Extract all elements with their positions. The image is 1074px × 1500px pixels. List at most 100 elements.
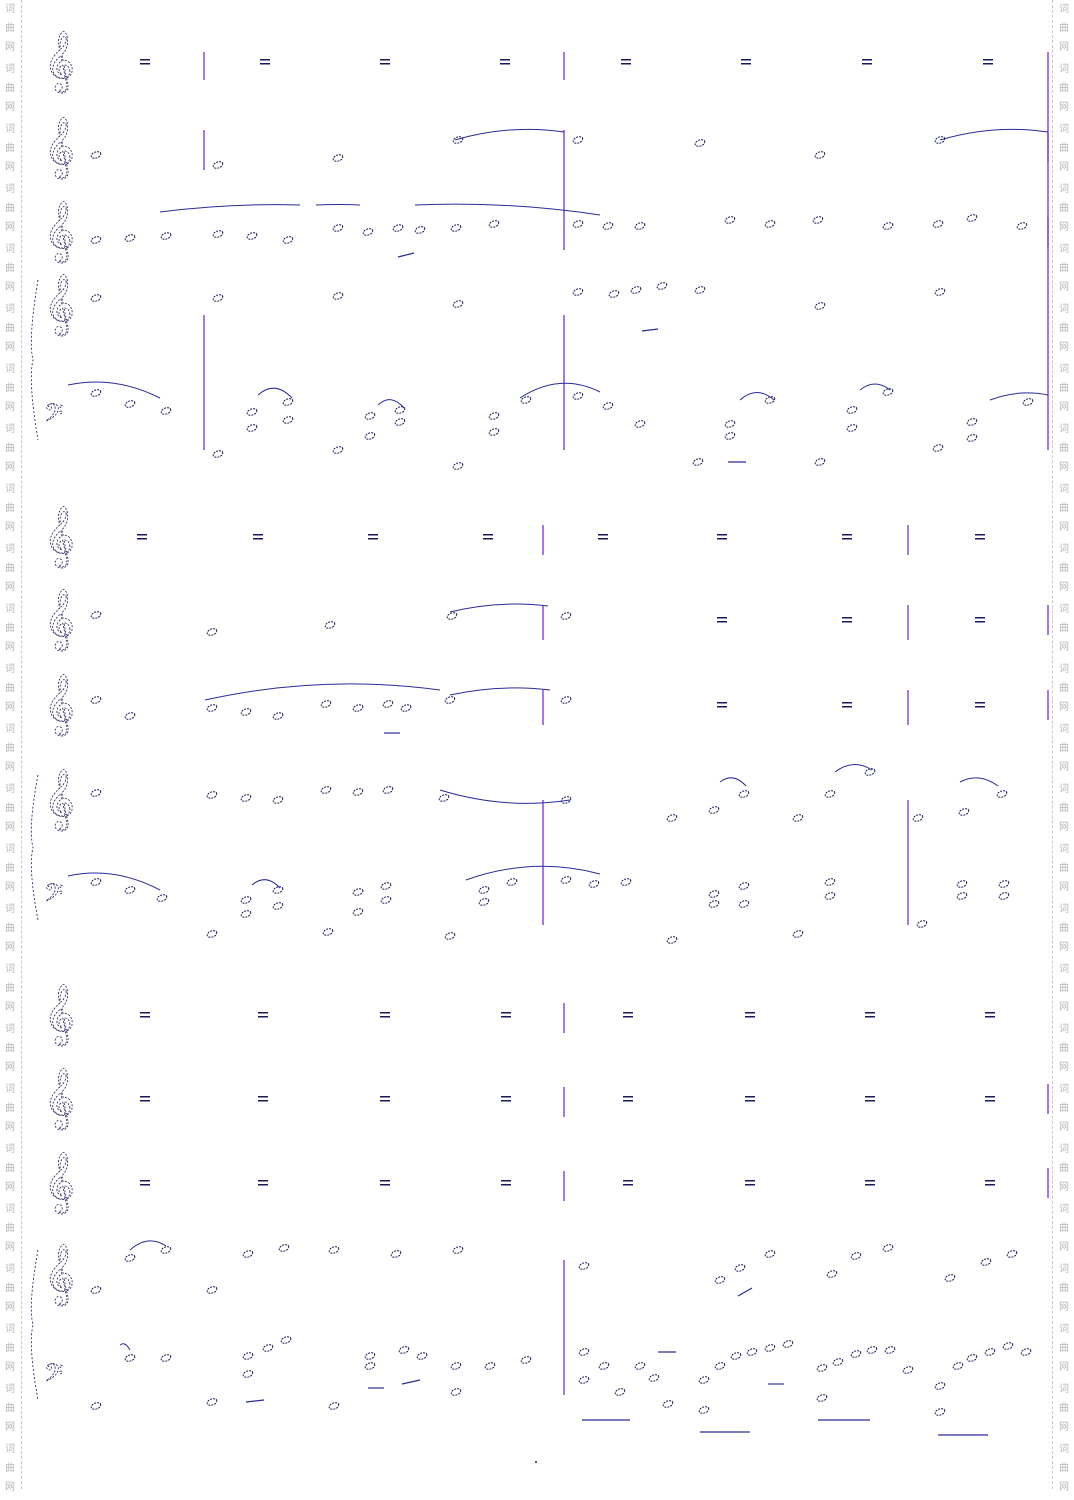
slur	[414, 203, 601, 216]
note-head	[932, 444, 944, 452]
whole-rest	[717, 538, 727, 540]
watermark-text: 词曲网	[1059, 244, 1069, 293]
watermark-text: 词曲网	[5, 1384, 15, 1433]
whole-rest	[253, 534, 263, 536]
note-head	[262, 1344, 274, 1352]
watermark-text: 词曲网	[5, 4, 15, 53]
whole-rest	[975, 617, 985, 619]
watermark-text: 词曲网	[1059, 1144, 1069, 1193]
slur	[439, 789, 571, 804]
whole-rest	[140, 1180, 150, 1182]
note-head	[212, 230, 224, 238]
note-head	[560, 796, 572, 804]
whole-rest	[745, 1184, 755, 1186]
note-head	[816, 1394, 828, 1402]
note-head	[160, 1246, 172, 1254]
slur	[739, 392, 775, 401]
note-head	[240, 910, 252, 918]
note-head	[520, 1356, 532, 1364]
note-head	[124, 712, 136, 720]
note-head	[212, 450, 224, 458]
note-head	[708, 806, 720, 814]
whole-rest	[842, 621, 852, 623]
note-head	[602, 402, 614, 410]
slur	[159, 204, 301, 213]
note-head	[708, 890, 720, 898]
whole-rest	[842, 617, 852, 619]
note-head	[390, 1250, 402, 1258]
slur	[129, 1240, 167, 1251]
note-head	[394, 406, 406, 414]
watermark-text: 词曲网	[5, 424, 15, 473]
whole-rest	[500, 63, 510, 65]
note-head	[332, 292, 344, 300]
note-head	[416, 1352, 428, 1360]
note-head	[444, 932, 456, 940]
note-head	[380, 882, 392, 890]
note-head	[738, 882, 750, 890]
bass-clef-icon: 𝄢	[44, 879, 63, 914]
slur	[257, 387, 293, 399]
whole-rest	[483, 534, 493, 536]
whole-rest	[975, 621, 985, 623]
whole-rest	[258, 1100, 268, 1102]
whole-rest	[745, 1100, 755, 1102]
note-head	[90, 151, 102, 159]
note-head	[826, 1270, 838, 1278]
whole-rest	[258, 1016, 268, 1018]
whole-rest	[380, 1100, 390, 1102]
note-head	[352, 908, 364, 916]
slur	[719, 777, 747, 787]
bass-clef-icon: 𝄢	[44, 399, 63, 434]
whole-rest	[501, 1100, 511, 1102]
note-head	[320, 786, 332, 794]
whole-rest	[865, 1016, 875, 1018]
note-head	[764, 396, 776, 404]
brace	[30, 279, 39, 441]
treble-clef-icon: 𝄞	[44, 201, 75, 263]
whole-rest	[862, 63, 872, 65]
note-head	[328, 1402, 340, 1410]
whole-rest	[380, 1180, 390, 1182]
whole-rest	[140, 1184, 150, 1186]
whole-rest	[717, 534, 727, 536]
note-head	[206, 930, 218, 938]
whole-rest	[623, 1184, 633, 1186]
note-head	[382, 786, 394, 794]
note-head	[206, 1286, 218, 1294]
note-head	[488, 412, 500, 420]
whole-rest	[140, 1100, 150, 1102]
whole-rest	[137, 534, 147, 536]
note-head	[450, 1362, 462, 1370]
note-head	[738, 900, 750, 908]
note-head	[866, 1346, 878, 1354]
note-head	[746, 1348, 758, 1356]
whole-rest	[862, 59, 872, 61]
watermark-text: 词曲网	[1059, 1024, 1069, 1073]
note-head	[952, 1362, 964, 1370]
slur	[449, 687, 551, 696]
note-head	[850, 1350, 862, 1358]
left-margin-guide	[21, 0, 22, 1489]
note-head	[478, 898, 490, 906]
note-head	[272, 712, 284, 720]
note-head	[1016, 222, 1028, 230]
note-head	[352, 788, 364, 796]
whole-rest	[258, 1096, 268, 1098]
note-head	[666, 936, 678, 944]
whole-rest	[260, 63, 270, 65]
treble-clef-icon: 𝄞	[44, 769, 75, 831]
whole-rest	[501, 1180, 511, 1182]
note-head	[648, 1374, 660, 1382]
treble-clef-icon: 𝄞	[44, 674, 75, 736]
note-head	[734, 1264, 746, 1272]
whole-rest	[975, 702, 985, 704]
note-head	[352, 704, 364, 712]
note-head	[824, 790, 836, 798]
watermark-text: 词曲网	[5, 364, 15, 413]
note-head	[634, 1362, 646, 1370]
whole-rest	[842, 702, 852, 704]
whole-rest	[717, 706, 727, 708]
whole-rest	[380, 1096, 390, 1098]
note-head	[560, 876, 572, 884]
